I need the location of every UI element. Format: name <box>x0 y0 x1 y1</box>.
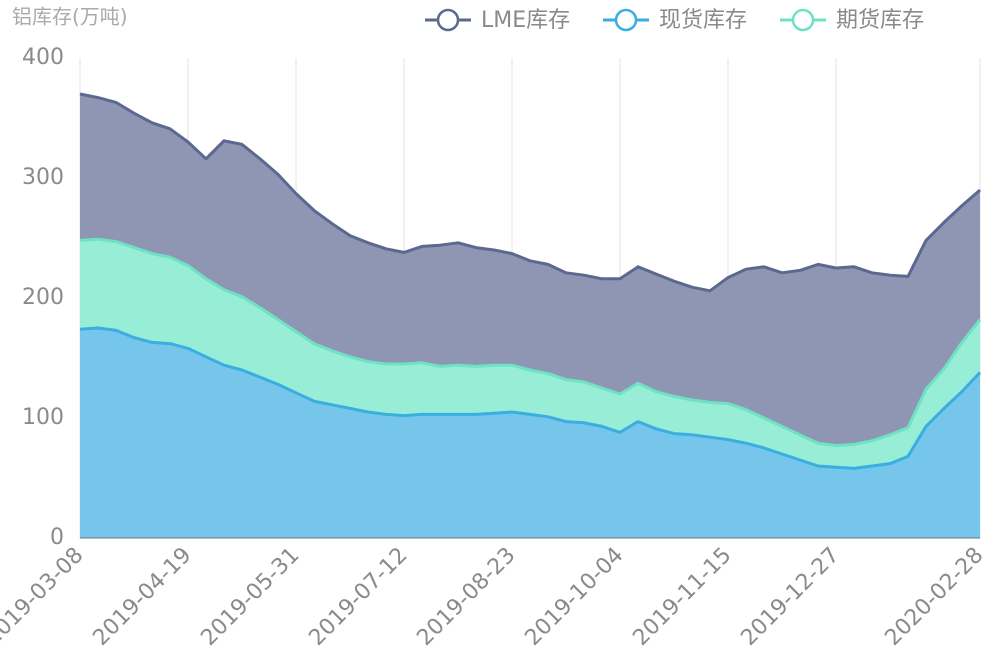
y-tick-label: 100 <box>22 405 64 430</box>
y-tick-label: 0 <box>50 525 64 550</box>
y-tick-label: 400 <box>22 45 64 70</box>
line <box>79 92 981 293</box>
y-axis-title: 铝库存(万吨) <box>12 5 128 29</box>
legend-label: 期货库存 <box>836 8 924 33</box>
legend-label: 现货库存 <box>659 8 747 33</box>
legend-marker <box>436 8 460 32</box>
x-tick-label: 2019-11-15 <box>628 543 736 651</box>
x-tick-label: 2019-07-12 <box>304 543 412 651</box>
x-tick-label: 2019-12-27 <box>736 543 844 651</box>
x-tick-label: 2019-08-23 <box>412 543 520 651</box>
x-tick-label: 2020-02-28 <box>880 543 988 651</box>
line <box>79 326 982 470</box>
line <box>79 237 982 448</box>
area <box>80 94 980 446</box>
area <box>80 328 980 538</box>
legend-item: LME库存 <box>425 8 570 33</box>
x-tick-label: 2019-10-04 <box>520 543 628 651</box>
x-tick-label: 2019-05-31 <box>196 543 304 651</box>
legend-marker <box>791 8 815 32</box>
y-tick-label: 300 <box>22 165 64 190</box>
x-tick-label: 2019-03-08 <box>0 543 88 651</box>
x-tick-label: 2019-04-19 <box>88 543 196 651</box>
area <box>80 239 980 469</box>
legend-marker <box>614 8 638 32</box>
legend-item: 期货库存 <box>780 8 924 33</box>
y-tick-label: 200 <box>22 285 64 310</box>
legend-label: LME库存 <box>481 8 570 33</box>
legend-item: 现货库存 <box>603 8 747 33</box>
